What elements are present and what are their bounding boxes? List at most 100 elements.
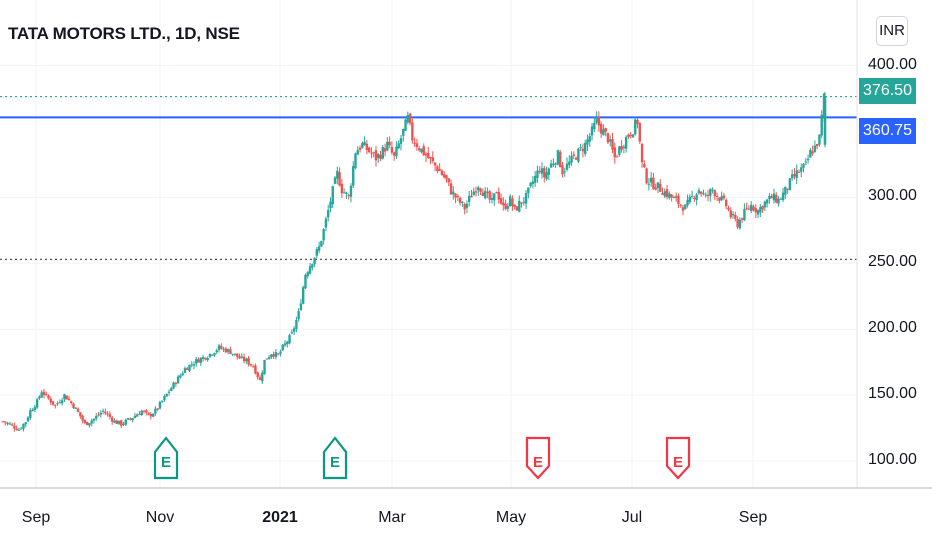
candle-body: [72, 403, 75, 408]
candle-body: [593, 122, 596, 130]
candle-body: [83, 420, 87, 423]
candle-body: [775, 194, 778, 203]
candle-body: [126, 418, 130, 420]
candle-body: [536, 170, 539, 178]
candle-body: [108, 414, 112, 418]
candle-body: [677, 195, 680, 204]
candle-body: [288, 335, 291, 344]
candle-body: [247, 357, 250, 365]
candle-body: [761, 206, 764, 210]
candle-body: [661, 193, 664, 195]
candle-body: [759, 207, 762, 213]
earnings-marker-shape: [525, 436, 551, 480]
candle-body: [606, 133, 610, 143]
candle-body: [158, 401, 162, 409]
candle-body: [588, 136, 591, 142]
candle-body: [811, 151, 814, 154]
earnings-marker[interactable]: E: [322, 436, 348, 480]
candle-body: [65, 395, 68, 400]
candle-body: [561, 165, 564, 175]
candle-body: [802, 163, 805, 168]
candle-body: [468, 195, 471, 202]
candle-body: [800, 167, 803, 172]
candle-body: [581, 148, 585, 152]
candle-body: [386, 141, 389, 151]
candle-body: [6, 422, 9, 424]
candle-body: [70, 401, 73, 404]
candle-body: [558, 151, 562, 168]
candle-body: [504, 203, 507, 210]
candle-body: [308, 266, 312, 274]
candle-body: [595, 117, 598, 123]
candle-body: [702, 193, 705, 195]
candle-body: [613, 147, 616, 158]
candle-body: [788, 178, 792, 191]
candle-body: [563, 171, 566, 173]
candle-body: [643, 163, 646, 167]
candle-body: [292, 328, 296, 332]
earnings-marker[interactable]: E: [665, 436, 691, 480]
candle-body: [381, 146, 384, 159]
y-tick-label: 400.00: [868, 55, 917, 73]
candle-body: [254, 365, 257, 374]
candle-body: [304, 274, 307, 289]
candle-body: [261, 372, 264, 382]
candle-body: [174, 382, 178, 384]
candle-body: [572, 154, 576, 156]
candle-body: [99, 412, 102, 415]
candle-body: [609, 139, 612, 142]
candle-body: [565, 163, 569, 170]
candle-body: [327, 209, 330, 218]
candle-body: [540, 168, 544, 174]
horizontal-lines: [0, 95, 857, 260]
earnings-marker[interactable]: E: [525, 436, 551, 480]
candle-body: [461, 201, 464, 203]
candle-body: [624, 137, 628, 149]
candle-body: [577, 148, 580, 162]
candle-body: [363, 141, 366, 146]
candle-body: [415, 143, 419, 148]
candle-body: [738, 219, 742, 229]
candle-body: [370, 152, 373, 154]
candle-body: [170, 388, 173, 391]
candle-body: [145, 410, 148, 413]
candle-body: [238, 356, 241, 359]
candle-body: [215, 350, 218, 353]
candle-body: [674, 196, 678, 198]
candle-body: [527, 187, 530, 194]
candle-body: [165, 393, 168, 397]
earnings-marker-shape: [322, 436, 348, 480]
candle-body: [445, 175, 448, 179]
candle-body: [486, 191, 489, 193]
candle-body: [806, 158, 810, 161]
candle-body: [638, 122, 641, 142]
candle-body: [249, 364, 253, 366]
candle-body: [60, 400, 64, 404]
candle-body: [411, 122, 414, 141]
y-tick-label: 100.00: [868, 451, 917, 468]
candle-body: [172, 382, 175, 389]
candle-body: [340, 183, 344, 194]
candle-body: [720, 196, 723, 200]
candle-body: [258, 377, 262, 380]
candle-body: [35, 399, 39, 408]
candle-body: [740, 218, 744, 220]
candle-body: [333, 177, 337, 184]
earnings-marker[interactable]: E: [153, 436, 179, 480]
candle-body: [499, 197, 503, 204]
candle-body: [10, 424, 14, 426]
candle-body: [383, 148, 387, 152]
candle-body: [818, 134, 821, 145]
candle-body: [695, 194, 698, 201]
candle-body: [640, 143, 644, 163]
candle-body: [79, 412, 82, 417]
candle-body: [101, 410, 105, 412]
candle-body: [629, 134, 632, 136]
currency-button[interactable]: INR: [876, 16, 908, 46]
candle-body: [713, 190, 717, 197]
candle-body: [124, 419, 128, 425]
candle-body: [731, 214, 735, 216]
candle-body: [797, 171, 801, 173]
